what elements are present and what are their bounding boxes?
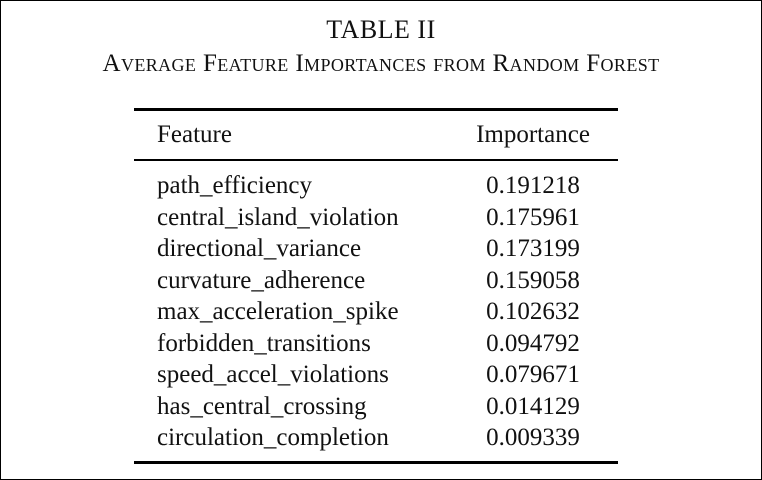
row-importance: 0.079671 bbox=[486, 361, 580, 388]
row-feature: circulation_completion bbox=[157, 424, 389, 451]
table-header: Feature Importance bbox=[134, 119, 618, 151]
top-rule bbox=[134, 108, 618, 111]
row-importance: 0.102632 bbox=[486, 298, 580, 325]
row-importance: 0.191218 bbox=[486, 172, 580, 199]
row-importance: 0.173199 bbox=[486, 235, 580, 262]
row-feature: speed_accel_violations bbox=[157, 361, 389, 388]
table-row: speed_accel_violations 0.079671 bbox=[134, 359, 618, 391]
row-feature: has_central_crossing bbox=[157, 392, 367, 420]
table-row: curvature_adherence 0.159058 bbox=[134, 265, 618, 297]
row-importance: 0.094792 bbox=[486, 329, 580, 357]
row-feature: central_island_violation bbox=[157, 203, 399, 231]
table-row: central_island_violation 0.175961 bbox=[134, 202, 618, 234]
row-feature: forbidden_transitions bbox=[157, 329, 371, 357]
bottom-rule bbox=[134, 461, 618, 464]
row-importance: 0.175961 bbox=[486, 203, 580, 231]
header-importance: Importance bbox=[476, 121, 590, 148]
table-body: path_efficiency 0.191218 central_island_… bbox=[134, 170, 618, 454]
row-feature: directional_variance bbox=[157, 235, 362, 262]
table-number: TABLE II bbox=[326, 15, 436, 44]
row-importance: 0.014129 bbox=[486, 392, 580, 420]
row-importance: 0.009339 bbox=[486, 424, 580, 451]
row-feature: path_efficiency bbox=[157, 172, 313, 199]
table-row: max_acceleration_spike 0.102632 bbox=[134, 296, 618, 328]
header-rule bbox=[134, 159, 618, 161]
header-feature: Feature bbox=[157, 121, 232, 148]
row-importance: 0.159058 bbox=[486, 266, 580, 294]
table-row: path_efficiency 0.191218 bbox=[134, 170, 618, 202]
table-title: Average Feature Importances from Random … bbox=[102, 50, 660, 77]
row-feature: max_acceleration_spike bbox=[157, 298, 399, 325]
table-row: circulation_completion 0.009339 bbox=[134, 422, 618, 454]
row-feature: curvature_adherence bbox=[157, 266, 366, 294]
table-row: directional_variance 0.173199 bbox=[134, 233, 618, 265]
table-row: forbidden_transitions 0.094792 bbox=[134, 328, 618, 360]
table-row: has_central_crossing 0.014129 bbox=[134, 391, 618, 423]
